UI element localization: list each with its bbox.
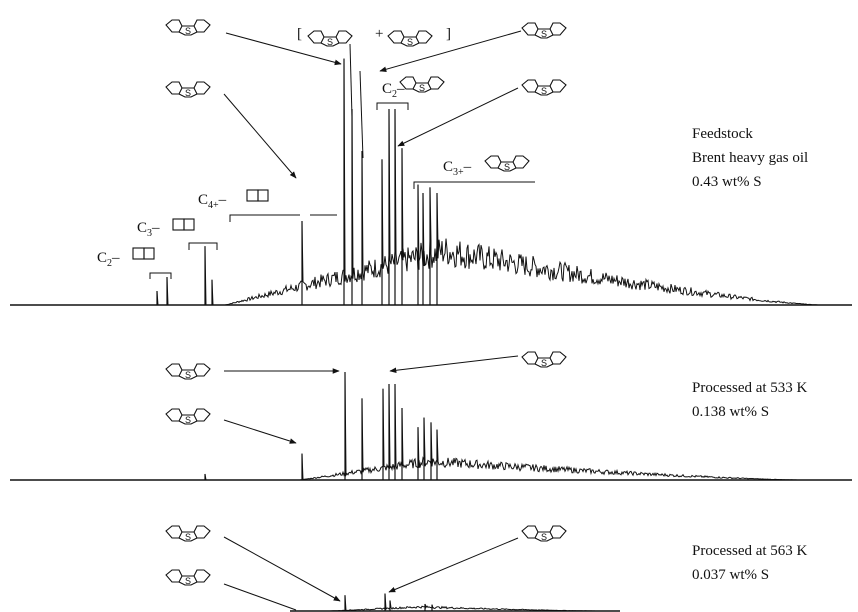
peak-marks xyxy=(344,593,433,611)
group-label-c2-benzothiophene: C2– xyxy=(97,247,172,279)
bracket-c2 xyxy=(149,272,172,279)
arrow-to-peak xyxy=(379,30,522,72)
sulfur-atom-label: S xyxy=(185,26,191,36)
dibenzothiophene-icon: S xyxy=(399,76,445,93)
chromatogram-trace-563k xyxy=(290,593,620,612)
svg-text:C2–: C2– xyxy=(97,250,120,269)
group-dash: – xyxy=(396,81,405,97)
group-prefix: C xyxy=(97,250,107,266)
caption-feedstock-line-3: 0.43 wt% S xyxy=(692,174,762,190)
sulfur-atom-label: S xyxy=(504,162,510,172)
bracket-c4plus xyxy=(229,214,300,222)
panel-533k: Processed at 533 K 0.138 wt% S xyxy=(10,355,852,481)
benzothiophene-icon xyxy=(246,189,269,202)
benzothiophene-icon xyxy=(132,247,155,260)
benzothiophene-icon xyxy=(172,218,195,231)
panel-563k: Processed at 563 K 0.037 wt% S xyxy=(223,536,808,612)
group-prefix: C xyxy=(198,192,208,208)
arrow-to-peak xyxy=(223,93,297,179)
dibenzothiophene-icon: S xyxy=(165,19,211,36)
sulfur-atom-label: S xyxy=(541,86,547,96)
bracket-c2-dbt xyxy=(376,102,409,110)
group-sub: 2 xyxy=(392,89,397,100)
sulfur-atom-label: S xyxy=(407,37,413,47)
sulfur-atom-label: S xyxy=(541,358,547,368)
group-prefix: C xyxy=(382,81,392,97)
dibenzothiophene-icon: S xyxy=(307,30,353,47)
sulfur-atom-label: S xyxy=(541,29,547,39)
arrow-to-peak xyxy=(225,32,342,66)
bracket-pair-label: [ + ] xyxy=(297,26,451,42)
caption-563k-line-1: Processed at 563 K xyxy=(692,543,808,559)
group-label-c3-benzothiophene: C3– xyxy=(137,218,218,250)
dibenzothiophene-icon: S xyxy=(165,525,211,542)
group-sub: 4+ xyxy=(208,200,219,211)
group-label-c4plus-benzothiophene: C4+– xyxy=(198,189,337,222)
svg-text:C3+–: C3+– xyxy=(443,159,472,178)
group-sub: 2 xyxy=(107,258,112,269)
dibenzothiophene-icon: S xyxy=(387,30,433,47)
group-dash: – xyxy=(218,192,227,208)
dibenzothiophene-icon: S xyxy=(165,81,211,98)
sulfur-atom-label: S xyxy=(185,576,191,586)
dibenzothiophene-icon: S xyxy=(484,155,530,172)
sulfur-atom-label: S xyxy=(185,415,191,425)
molecule-structures: S S S S S S S S S S S S S S xyxy=(165,19,567,586)
sulfur-atom-label: S xyxy=(185,532,191,542)
sulfur-atom-label: S xyxy=(419,83,425,93)
dibenzothiophene-icon: S xyxy=(521,525,567,542)
caption-563k: Processed at 563 K 0.037 wt% S xyxy=(692,543,808,583)
group-sub: 3 xyxy=(147,228,152,239)
group-dash: – xyxy=(463,159,472,175)
dibenzothiophene-icon: S xyxy=(521,79,567,96)
arrow-to-peak xyxy=(223,536,341,602)
svg-text:C4+–: C4+– xyxy=(198,192,227,211)
sulfur-atom-label: S xyxy=(327,37,333,47)
sulfur-atom-label: S xyxy=(185,88,191,98)
bracket-open: [ xyxy=(297,26,302,42)
caption-feedstock: Feedstock Brent heavy gas oil 0.43 wt% S xyxy=(692,126,808,190)
arrow-to-peak xyxy=(397,87,519,147)
svg-text:C2–: C2– xyxy=(382,81,405,100)
dibenzothiophene-icon: S xyxy=(165,408,211,425)
caption-563k-line-2: 0.037 wt% S xyxy=(692,567,769,583)
group-prefix: C xyxy=(137,220,147,236)
panel-feedstock: Feedstock Brent heavy gas oil 0.43 wt% S… xyxy=(10,26,852,306)
peak-marks xyxy=(156,58,438,305)
arrow-to-peak xyxy=(349,43,353,118)
arrow-to-peak xyxy=(389,355,519,374)
arrow-to-peak xyxy=(223,583,297,611)
caption-feedstock-line-1: Feedstock xyxy=(692,126,753,142)
peak-marks xyxy=(204,372,438,480)
group-sub: 3+ xyxy=(453,167,464,178)
bracket-close: ] xyxy=(446,26,451,42)
bracket-c3plus xyxy=(413,181,535,189)
group-prefix: C xyxy=(443,159,453,175)
dibenzothiophene-icon: S xyxy=(521,351,567,368)
caption-533k: Processed at 533 K 0.138 wt% S xyxy=(692,380,808,420)
arrow-to-peak xyxy=(388,537,519,593)
dibenzothiophene-icon: S xyxy=(165,363,211,380)
dibenzothiophene-icon: S xyxy=(165,569,211,586)
arrow-to-peak xyxy=(359,70,364,159)
group-label-c2-dibenzothiophene: C2– xyxy=(376,81,409,110)
arrow-to-peak xyxy=(223,419,297,444)
svg-text:C3–: C3– xyxy=(137,220,160,239)
sulfur-atom-label: S xyxy=(185,370,191,380)
group-dash: – xyxy=(151,220,160,236)
group-label-c3plus-dibenzothiophene: C3+– xyxy=(413,159,535,189)
bracket-plus: + xyxy=(375,26,383,42)
caption-feedstock-line-2: Brent heavy gas oil xyxy=(692,150,808,166)
caption-533k-line-1: Processed at 533 K xyxy=(692,380,808,396)
sulfur-atom-label: S xyxy=(541,532,547,542)
dibenzothiophene-icon: S xyxy=(521,22,567,39)
caption-533k-line-2: 0.138 wt% S xyxy=(692,404,769,420)
bracket-c3 xyxy=(188,242,218,250)
group-dash: – xyxy=(111,250,120,266)
